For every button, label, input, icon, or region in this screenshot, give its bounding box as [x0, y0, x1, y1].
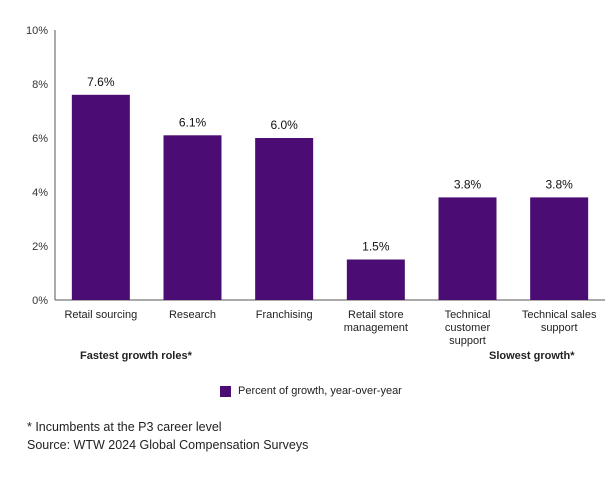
x-category-label: Technical — [445, 309, 491, 321]
bar — [71, 94, 130, 300]
y-tick-label: 10% — [26, 25, 48, 37]
y-tick-label: 0% — [32, 295, 48, 307]
footnote-source: Source: WTW 2024 Global Compensation Sur… — [27, 438, 309, 452]
x-category-label: Retail sourcing — [64, 309, 137, 321]
bar — [530, 197, 589, 300]
footnote-note: * Incumbents at the P3 career level — [27, 420, 222, 434]
y-tick-label: 6% — [32, 133, 48, 145]
legend-label: Percent of growth, year-over-year — [238, 385, 402, 397]
x-category-label: Franchising — [256, 309, 313, 321]
y-tick-label: 4% — [32, 187, 48, 199]
x-category-label: Research — [169, 309, 216, 321]
y-tick-label: 2% — [32, 241, 48, 253]
bar — [346, 259, 405, 300]
x-category-label: customer — [445, 322, 491, 334]
x-category-label: Retail store — [348, 309, 404, 321]
x-category-label: Technical sales — [522, 309, 597, 321]
data-label: 1.5% — [362, 240, 390, 254]
fastest-growth-label: Fastest growth roles* — [80, 350, 192, 362]
bar-chart: 0% 2% 4% 6% 8% 10% 7.6% Retail sourcing 6.1% Rese… — [26, 25, 605, 347]
x-category-label: support — [541, 322, 578, 334]
slowest-growth-label: Slowest growth* — [489, 350, 575, 362]
bar — [163, 135, 222, 300]
bar — [438, 197, 497, 300]
bar — [255, 138, 314, 300]
data-label: 6.1% — [179, 115, 207, 129]
data-label: 3.8% — [454, 177, 482, 191]
legend-swatch — [220, 385, 231, 397]
x-category-label: support — [449, 335, 486, 347]
y-tick-label: 8% — [32, 79, 48, 91]
data-label: 7.6% — [87, 75, 115, 89]
x-category-label: management — [344, 322, 408, 334]
legend: Percent of growth, year-over-year — [220, 385, 402, 397]
data-label: 6.0% — [270, 118, 298, 132]
data-label: 3.8% — [545, 177, 573, 191]
